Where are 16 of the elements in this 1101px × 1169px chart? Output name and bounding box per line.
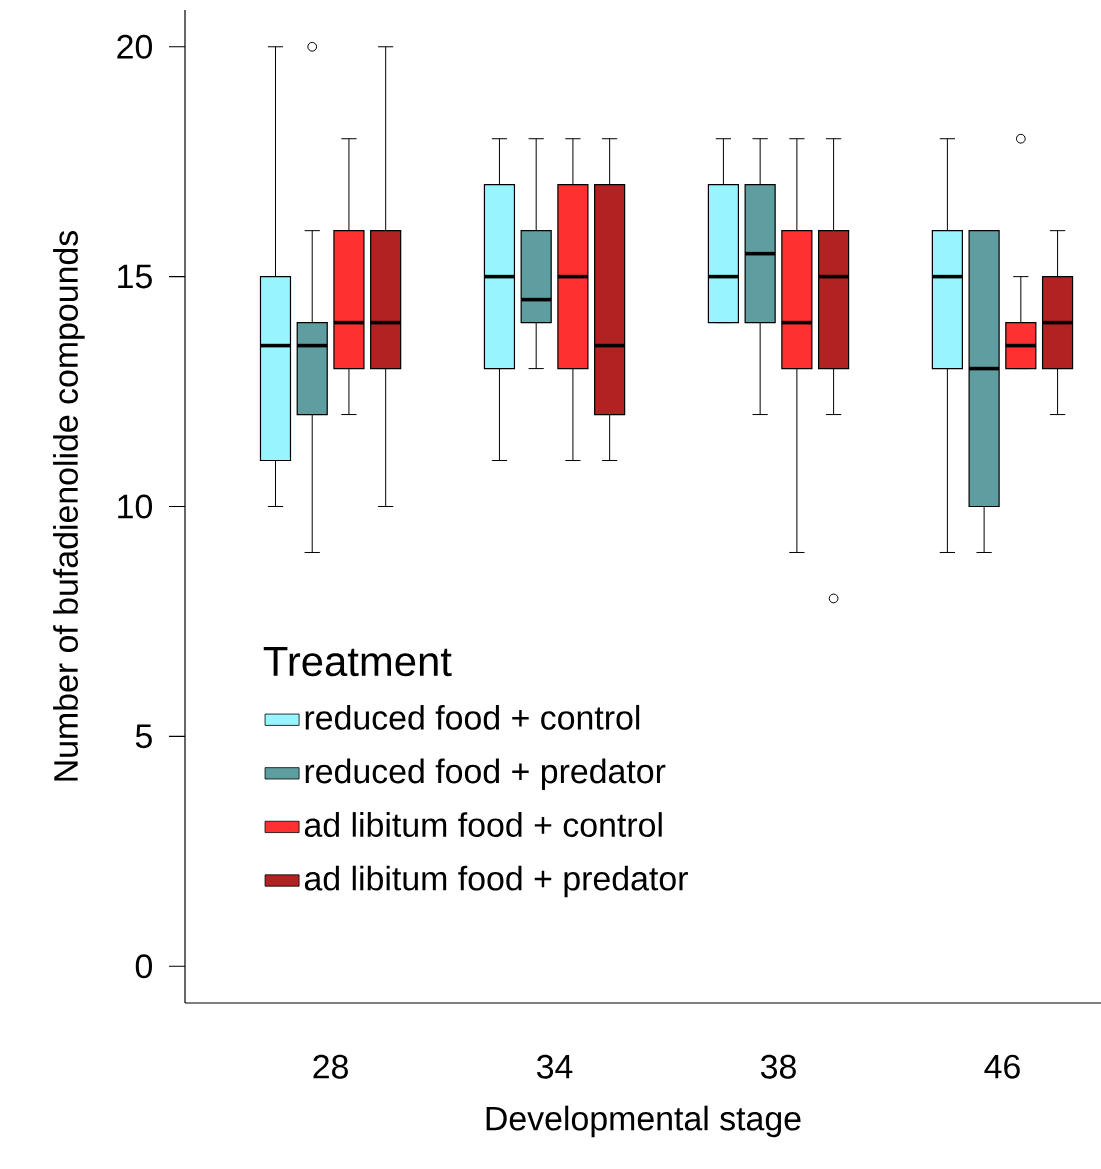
x-tick-label: 46: [984, 1054, 1020, 1079]
x-axis-title: Developmental stage: [486, 1105, 801, 1138]
legend-label: reduced food + control: [305, 704, 640, 730]
x-tick-label: 34: [536, 1054, 573, 1079]
y-tick-label: 15: [118, 264, 152, 289]
y-tick-label: 10: [118, 494, 152, 519]
y-axis-title: Number of bufadienolide compounds: [53, 231, 85, 781]
legend-label: ad libitum food + control: [304, 812, 662, 837]
y-tick-label: 0: [135, 954, 152, 979]
y-tick-label: 20: [117, 34, 152, 59]
y-tick-label: 5: [135, 724, 152, 749]
legend-label: ad libitum food + predator: [304, 865, 688, 898]
x-tick-label: 38: [760, 1054, 796, 1079]
legend-label: reduced food + predator: [305, 758, 666, 791]
legend-title: Treatment: [263, 647, 452, 677]
x-tick-label: 28: [313, 1054, 348, 1079]
